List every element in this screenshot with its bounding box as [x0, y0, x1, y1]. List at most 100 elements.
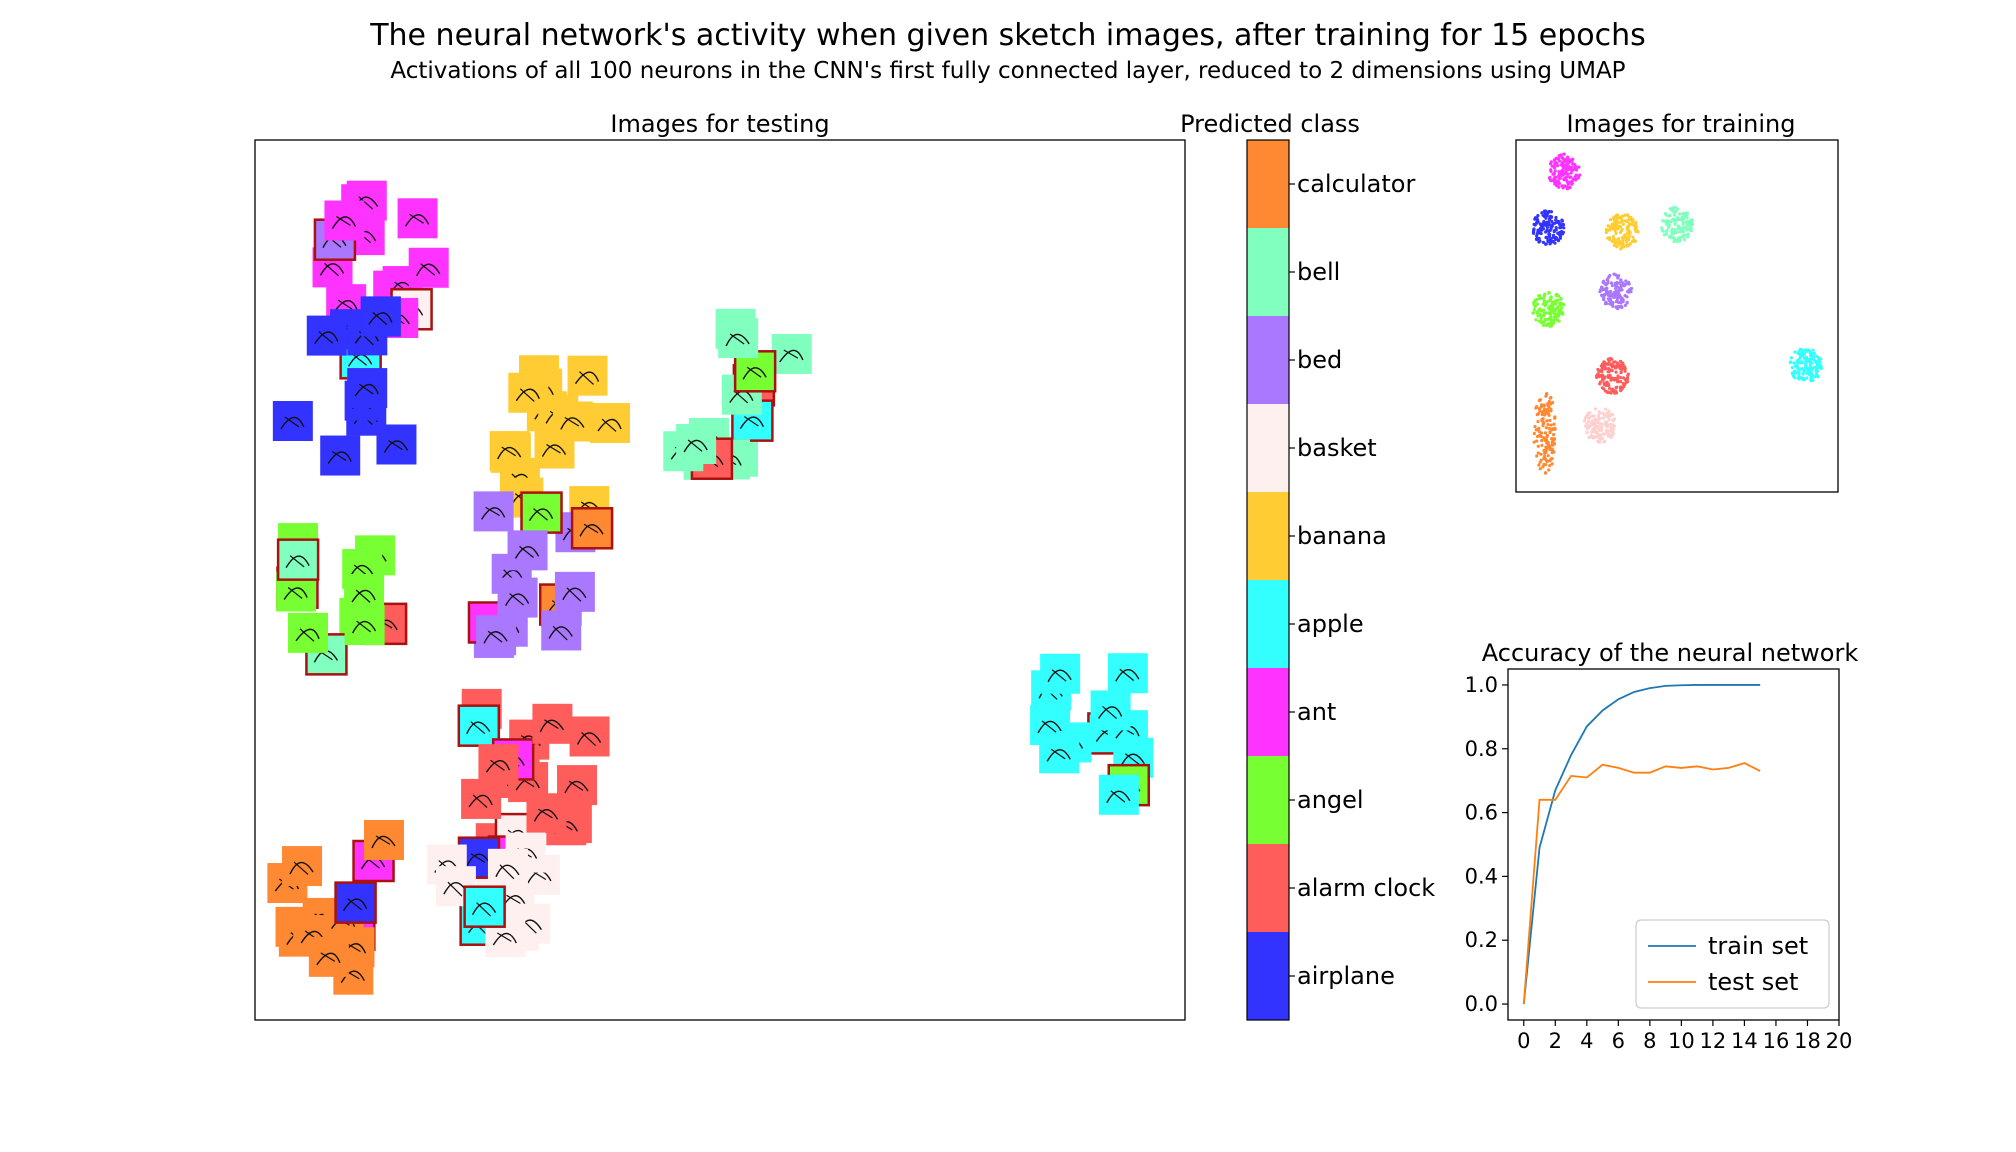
x-tick-label: 6	[1612, 1029, 1625, 1053]
colorbar-label-basket: basket	[1297, 434, 1377, 462]
test-thumbnail-bell	[718, 317, 759, 358]
test-thumbnail-alarm-clock	[461, 778, 502, 819]
test-thumbnail-airplane	[376, 424, 417, 465]
test-panel-title: Images for testing	[610, 110, 830, 138]
train-cluster-calculator	[1532, 391, 1557, 475]
colorbar-label-apple: apple	[1297, 610, 1364, 638]
test-thumbnail-banana	[567, 355, 608, 396]
test-thumbnail-basket	[463, 885, 506, 928]
test-thumbnail-airplane	[320, 435, 361, 476]
series-line-test-set	[1522, 762, 1761, 1005]
test-thumbnail-ant	[324, 200, 365, 241]
test-thumbnail-airplane	[272, 401, 313, 442]
test-thumbnail-airplane	[360, 296, 401, 337]
train-axes-frame	[1515, 139, 1839, 493]
colorbar-label-calculator: calculator	[1297, 170, 1415, 198]
colorbar-swatch-banana	[1247, 492, 1289, 580]
test-thumbnail-banana	[508, 372, 549, 413]
y-tick-label: 1.0	[1465, 673, 1498, 697]
test-thumbnail-ant	[408, 247, 449, 288]
test-thumbnail-calculator	[363, 819, 404, 860]
train-panel-title: Images for training	[1566, 110, 1796, 138]
colorbar-title: Predicted class	[1180, 110, 1360, 138]
test-thumbnail-bell	[676, 424, 717, 465]
test-thumbnail-banana	[590, 403, 631, 444]
x-tick-label: 14	[1731, 1029, 1758, 1053]
colorbar-swatch-angel	[1247, 756, 1289, 844]
y-tick-label: 0.2	[1465, 928, 1498, 952]
train-cluster-alarm-clock	[1595, 357, 1630, 395]
legend-label-train-set: train set	[1708, 932, 1808, 960]
test-thumbnail-apple	[1107, 653, 1148, 694]
y-tick-label: 0.8	[1465, 737, 1498, 761]
x-tick-label: 2	[1549, 1029, 1562, 1053]
x-tick-label: 16	[1763, 1029, 1790, 1053]
test-thumbnail-airplane	[306, 315, 347, 356]
train-cluster-angel	[1531, 291, 1566, 328]
colorbar-swatch-alarm-clock	[1247, 844, 1289, 932]
test-thumbnail-apple	[1090, 690, 1131, 731]
test-thumbnail-bed	[520, 491, 563, 534]
x-tick-label: 4	[1580, 1029, 1593, 1053]
train-cluster-ant	[1547, 152, 1582, 191]
test-thumbnail-angel	[344, 573, 385, 614]
y-tick-label: 0.0	[1465, 992, 1498, 1016]
y-tick-label: 0.6	[1465, 801, 1498, 825]
x-tick-label: 12	[1700, 1029, 1727, 1053]
test-thumbnail-alarm-clock	[532, 703, 573, 744]
x-tick-label: 18	[1794, 1029, 1821, 1053]
legend-box	[1635, 919, 1830, 1009]
test-thumbnail-basket	[487, 848, 528, 889]
colorbar-swatch-apple	[1247, 580, 1289, 668]
test-thumbnail-apple	[1040, 653, 1081, 694]
series-line-train-set	[1522, 684, 1761, 1005]
accuracy-line-panel: 0 2 4 6 8 10 12 14 16 18 20 0.0 0.2 0.4 0.6 0.8 1.0 train…	[1465, 668, 1853, 1053]
x-tick-label: 20	[1826, 1029, 1853, 1053]
train-cluster-banana	[1604, 213, 1640, 251]
figure-subtitle: Activations of all 100 neurons in the CN…	[390, 58, 1626, 84]
test-thumbnail-bed	[541, 610, 582, 651]
test-thumbnail-ant	[397, 198, 438, 239]
test-thumbnail-calculator	[308, 936, 349, 977]
test-thumbnail-bed	[497, 577, 538, 618]
colorbar-label-banana: banana	[1297, 522, 1387, 550]
test-thumbnail-bell	[771, 333, 812, 374]
test-thumbnail-bed	[476, 615, 517, 656]
x-tick-label: 8	[1643, 1029, 1656, 1053]
x-tick-label: 0	[1517, 1029, 1530, 1053]
colorbar-label-bed: bed	[1297, 346, 1342, 374]
colorbar-swatch-bed	[1247, 316, 1289, 404]
train-cluster-bed	[1598, 272, 1634, 311]
test-thumbnail-bed	[473, 491, 514, 532]
colorbar-label-airplane: airplane	[1297, 962, 1395, 990]
test-thumbnail-airplane	[347, 368, 388, 409]
test-thumbnail-alarm-clock	[526, 793, 567, 834]
test-thumbnail-bed	[570, 507, 614, 550]
colorbar-label-angel: angel	[1297, 786, 1364, 814]
test-thumbnail-angel	[288, 612, 329, 653]
test-thumbnail-bed	[554, 571, 595, 612]
figure-title: The neural network's activity when given…	[370, 18, 1646, 53]
colorbar-label-bell: bell	[1297, 258, 1340, 286]
predicted-class-colorbar: calculator bell bed basket banana apple ant ang…	[1246, 139, 1435, 1021]
test-thumbnail-angel	[276, 538, 320, 581]
train-cluster-bell	[1660, 206, 1695, 244]
train-cluster-airplane	[1531, 209, 1566, 246]
x-tick-label: 10	[1668, 1029, 1695, 1053]
colorbar-label-ant: ant	[1297, 698, 1336, 726]
colorbar-label-alarm-clock: alarm clock	[1297, 874, 1435, 902]
colorbar-swatch-calculator	[1247, 140, 1289, 228]
test-thumbnail-bed	[507, 530, 548, 571]
colorbar-swatch-airplane	[1247, 932, 1289, 1020]
test-thumbnail-calculator	[334, 881, 377, 924]
train-cluster-apple	[1788, 347, 1823, 383]
legend-label-test-set: test set	[1708, 968, 1798, 996]
test-thumbnail-alarm-clock	[569, 716, 610, 757]
colorbar-swatch-ant	[1247, 668, 1289, 756]
accuracy-panel-title: Accuracy of the neural network	[1481, 639, 1859, 667]
test-thumbnail-calculator	[282, 846, 323, 887]
train-cluster-basket	[1583, 407, 1617, 444]
test-thumbnail-apple	[1098, 774, 1139, 815]
test-thumbnail-apple	[1039, 733, 1080, 774]
